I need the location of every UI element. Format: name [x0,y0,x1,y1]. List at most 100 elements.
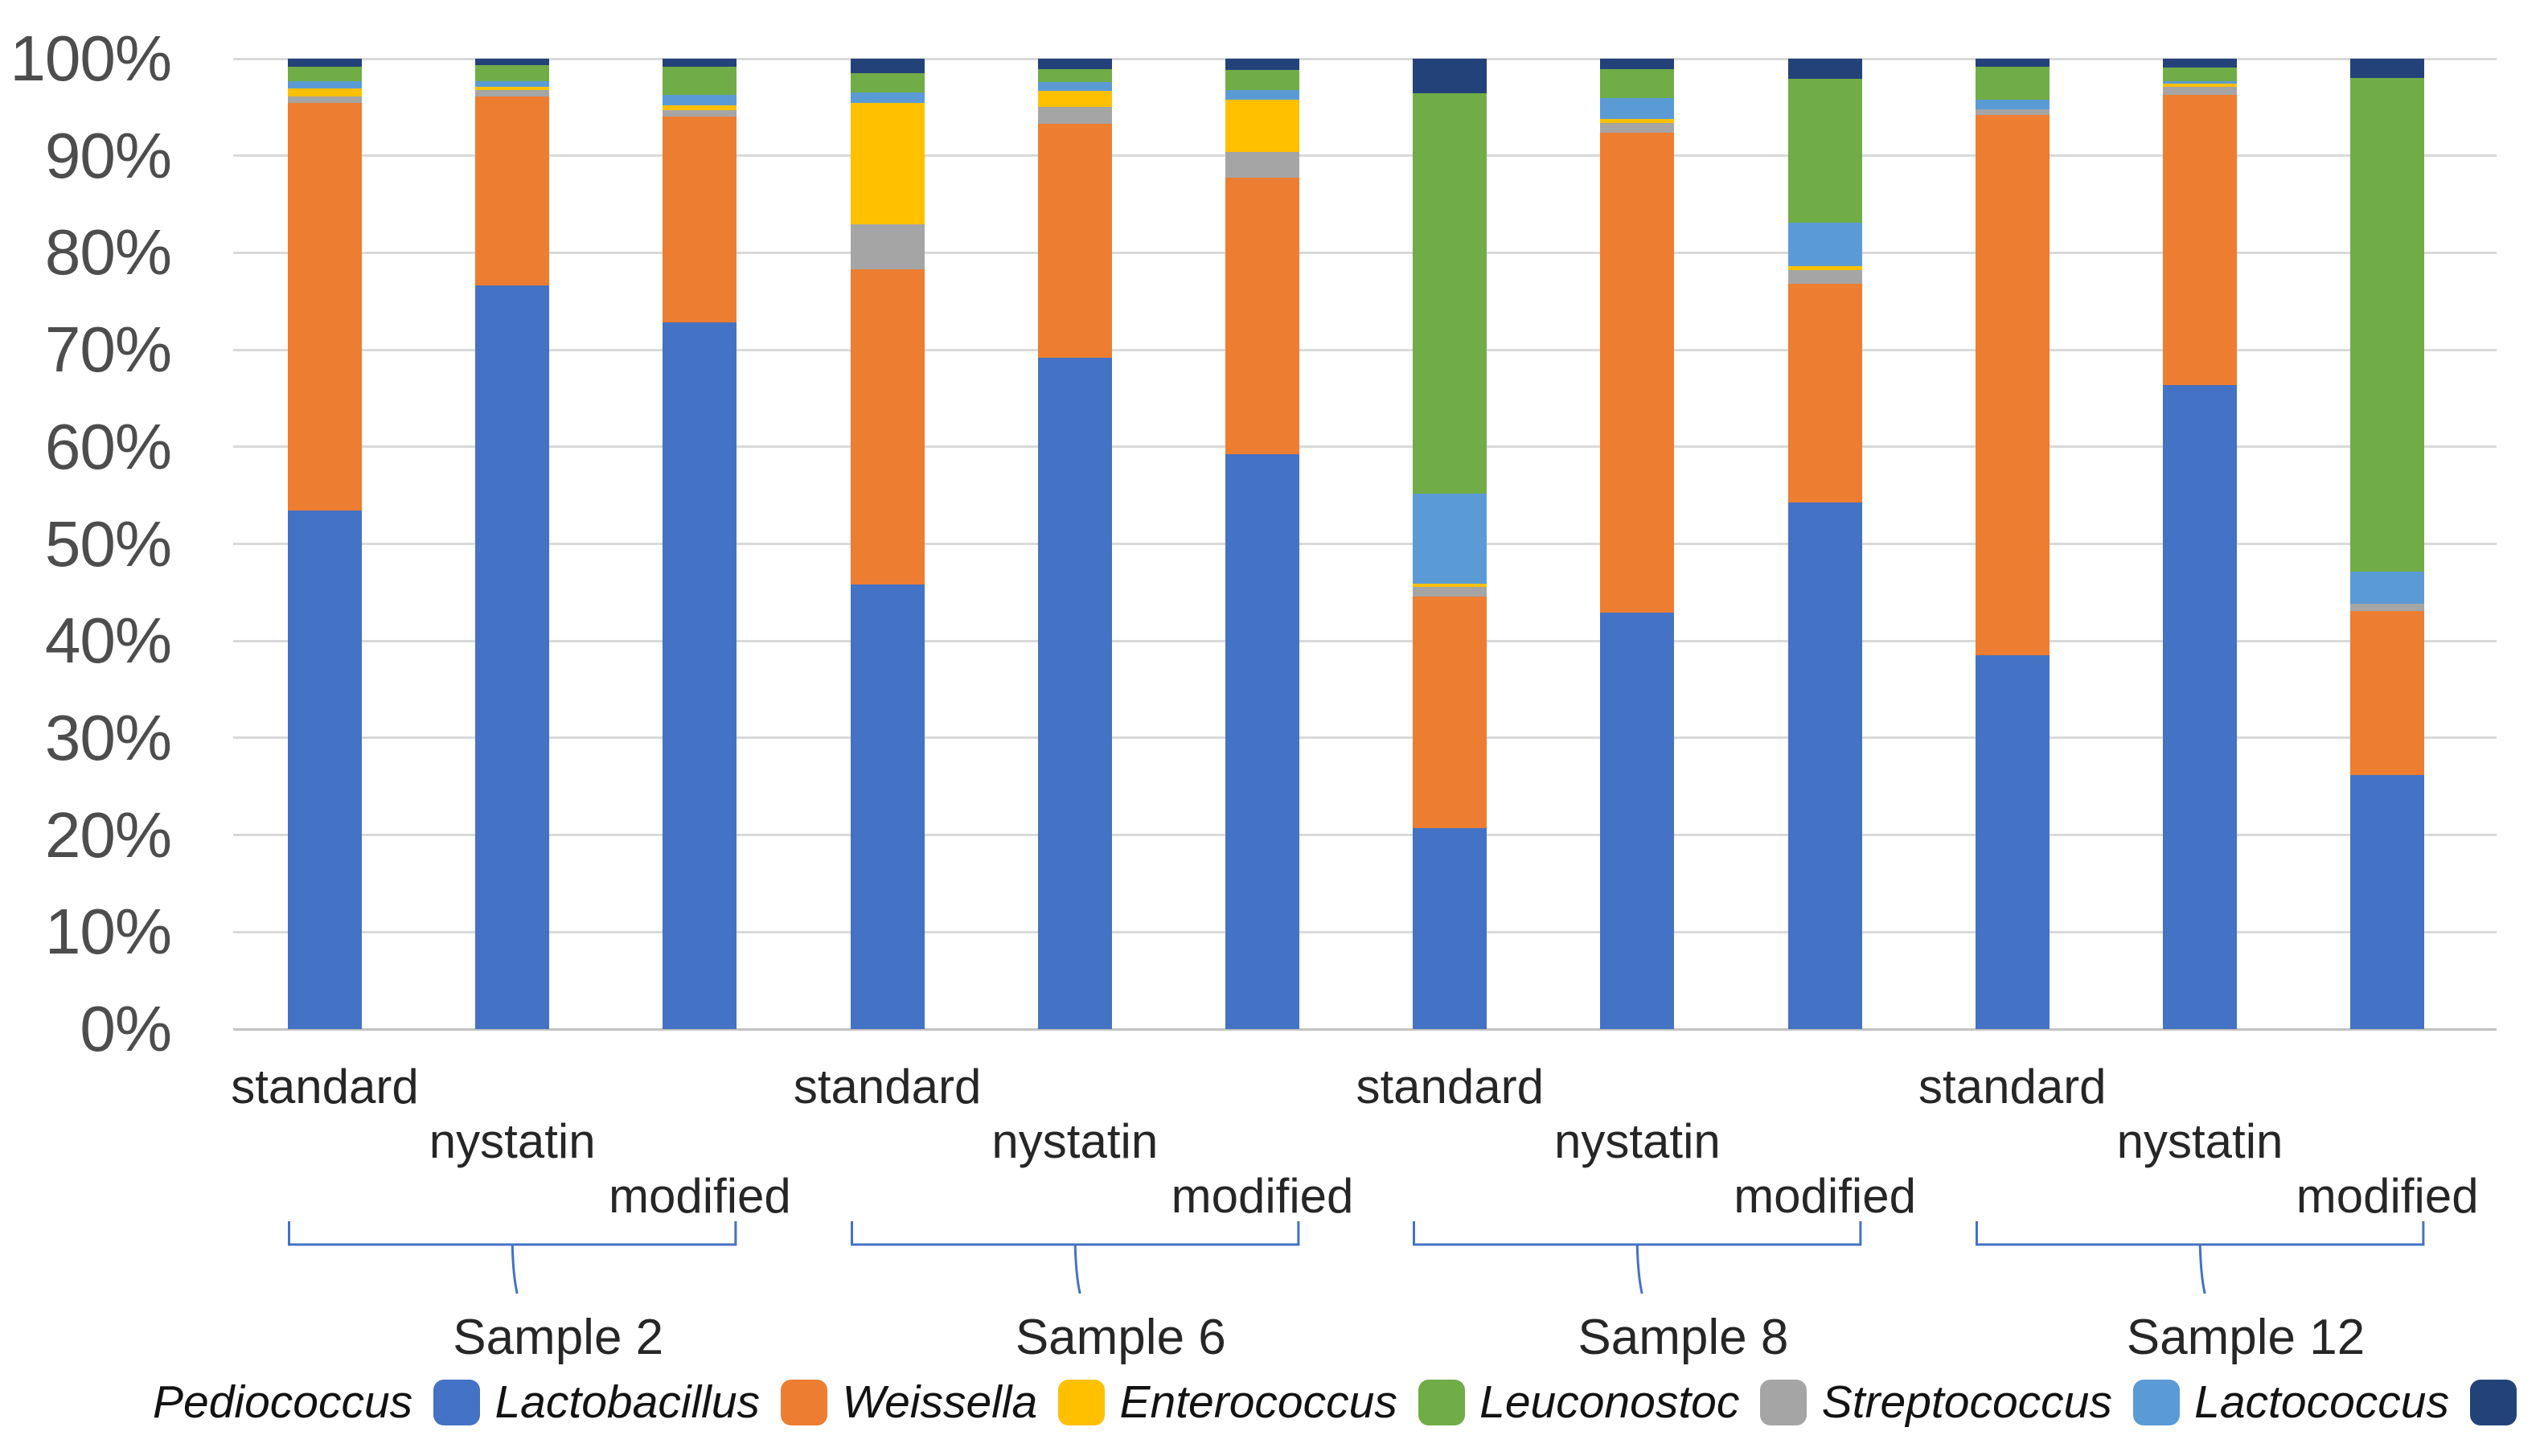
segment-streptococcus [1225,89,1299,100]
segment-enterococcus [850,73,925,93]
segment-lactobacillus [1413,596,1487,829]
y-axis-tick-0%: 0% [80,993,172,1064]
segment-leuconostoc [850,224,925,269]
segment-weissella [1413,583,1487,587]
y-axis-tick-30%: 30% [44,701,172,773]
segment-lactobacillus [475,96,550,286]
bar-sample-12-modified [2350,59,2425,1029]
segment-enterococcus [1787,79,1862,223]
bar-sample-2-nystatin [475,59,550,1029]
brace-sample-6 [850,1221,1299,1294]
legend-swatch-leuconostoc [1760,1379,1807,1425]
legend-swatch-streptococcus [2132,1379,2180,1425]
segment-lactococcus [1600,59,1675,70]
bar-sample-8-modified [1787,59,1862,1029]
group-label-sample-6: Sample 6 [1015,1310,1226,1365]
category-label-standard: standard [231,1060,419,1114]
segment-lactobacillus [2350,610,2425,775]
segment-leuconostoc [1225,151,1299,178]
segment-lactococcus [1037,59,1112,70]
segment-weissella [288,88,362,97]
brace-sample-12 [1975,1221,2425,1294]
gridline-50% [233,543,2497,545]
legend-label-lactobacillus: Lactobacillus [494,1376,761,1428]
y-axis-tick-50%: 50% [44,507,172,580]
segment-pediococcus [1413,828,1487,1029]
segment-pediococcus [1975,655,2050,1029]
bar-sample-2-standard [288,59,362,1029]
category-label-modified: modified [608,1169,791,1223]
segment-streptococcus [1787,222,1862,267]
segment-leuconostoc [475,89,550,97]
bar-sample-8-standard [1413,59,1487,1029]
gridline-90% [233,154,2497,158]
legend-swatch-enterococcus [1418,1379,1465,1425]
y-axis-tick-70%: 70% [44,314,172,386]
segment-lactobacillus [1037,123,1112,358]
segment-lactobacillus [1225,178,1299,455]
segment-lactobacillus [1787,283,1862,502]
category-label-modified: modified [1171,1169,1354,1223]
segment-streptococcus [1413,493,1487,584]
group-label-sample-8: Sample 8 [1578,1310,1789,1365]
category-label-standard: standard [793,1060,982,1114]
segment-weissella [475,86,550,90]
segment-lactobacillus [850,269,925,585]
y-axis-tick-10%: 10% [44,896,172,968]
segment-weissella [1787,266,1862,271]
segment-lactococcus [850,59,925,74]
gridline-10% [233,930,2497,933]
gridline-100% [233,57,2497,60]
gridline-80% [233,251,2497,254]
legend-item-pediococcus: Pediococcus [153,1376,481,1429]
gridline-60% [233,445,2497,449]
segment-lactococcus [288,59,362,67]
legend-swatch-pediococcus [433,1379,481,1425]
category-label-nystatin: nystatin [1554,1114,1721,1168]
segment-weissella [1225,99,1299,152]
segment-weissella [663,105,737,110]
segment-leuconostoc [288,96,362,104]
legend-item-lactobacillus: Lactobacillus [494,1376,828,1429]
segment-pediococcus [475,285,550,1029]
legend-swatch-lactococcus [2470,1379,2517,1425]
segment-lactococcus [2350,59,2425,79]
legend-item-streptococcus: Streptococcus [1822,1376,2180,1429]
category-label-standard: standard [1918,1060,2107,1114]
segment-streptococcus [2350,572,2425,605]
segment-lactococcus [663,59,737,67]
group-label-sample-2: Sample 2 [453,1310,664,1365]
segment-streptococcus [663,94,737,105]
brace-sample-2 [288,1221,737,1294]
segment-enterococcus [1975,66,2050,100]
segment-enterococcus [1600,69,1675,99]
segment-streptococcus [1600,98,1675,119]
segment-lactobacillus [663,117,737,323]
segment-leuconostoc [1787,270,1862,284]
category-label-modified: modified [1734,1169,1916,1223]
category-label-standard: standard [1356,1060,1544,1114]
segment-weissella [1037,90,1112,108]
segment-lactococcus [1787,59,1862,80]
legend-item-leuconostoc: Leuconostoc [1479,1376,1807,1429]
bar-sample-2-modified [663,59,737,1029]
y-axis-tick-90%: 90% [44,119,172,191]
category-label-nystatin: nystatin [991,1114,1159,1168]
segment-lactococcus [475,59,550,66]
segment-lactobacillus [288,103,362,511]
segment-weissella [2163,84,2237,87]
legend-swatch-weissella [1058,1379,1106,1425]
legend: Pediococcus Lactobacillus Weissella Enteroc… [153,1376,2517,1428]
bar-sample-6-modified [1225,59,1299,1029]
legend-label-streptococcus: Streptococcus [1821,1376,2112,1428]
y-axis-tick-20%: 20% [44,798,172,871]
y-axis-tick-100%: 100% [10,23,172,94]
segment-pediococcus [1225,454,1299,1029]
legend-label-leuconostoc: Leuconostoc [1479,1376,1740,1428]
segment-pediococcus [663,322,737,1029]
segment-lactobacillus [2163,94,2237,385]
segment-lactococcus [2163,59,2237,68]
segment-pediococcus [2350,774,2425,1029]
gridline-20% [233,834,2497,837]
